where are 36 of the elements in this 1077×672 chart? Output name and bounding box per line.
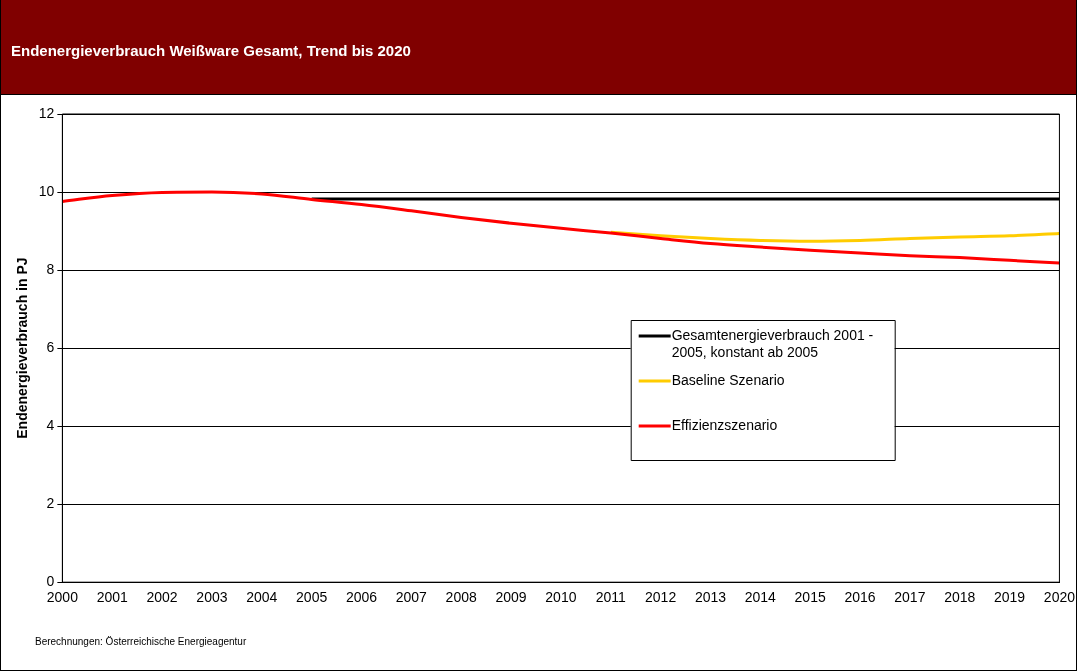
- y-tick-label: 12: [38, 104, 55, 121]
- x-tick-label: 2003: [196, 589, 228, 606]
- chart-title: Endenergieverbrauch Weißware Gesamt, Trend bis 2020: [11, 42, 411, 59]
- x-tick-label: 2005: [296, 589, 328, 606]
- legend-label: Effizienzszenario: [671, 416, 778, 433]
- text: Berechnungen: Österreichische Energieagentur: [35, 636, 247, 648]
- x-tick-label: 2014: [744, 589, 777, 606]
- x-tick-label: 2016: [844, 589, 876, 606]
- x-tick-label: 2019: [994, 589, 1026, 606]
- x-tick-label: 2012: [645, 589, 677, 606]
- legend-label: Gesamtenergieverbrauch 2001 - 2005, konstant ab 2005: [671, 326, 874, 360]
- x-tick-label: 2006: [345, 589, 378, 606]
- y-tick-label: 6: [46, 338, 55, 355]
- x-tick-label: 2007: [395, 589, 428, 606]
- x-tick-label: 2013: [694, 589, 727, 606]
- y-tick-label: 8: [46, 260, 55, 277]
- x-tick-label: 2020: [1043, 589, 1076, 606]
- y-tick-label: 4: [46, 416, 55, 433]
- y-axis-title: Endenergieverbrauch in PJ: [14, 257, 31, 439]
- line-series: [60, 190, 1061, 265]
- y-tick-label: 2: [46, 495, 55, 512]
- legend-label: Baseline Szenario: [671, 371, 785, 388]
- x-tick-label: 2004: [246, 589, 278, 606]
- x-tick-label: 2011: [595, 589, 627, 606]
- y-tick-label: 10: [38, 182, 55, 199]
- x-tick-label: 2010: [545, 589, 577, 606]
- x-tick-label: 2015: [794, 589, 826, 606]
- x-tick-label: 2008: [445, 589, 477, 606]
- x-tick-label: 2000: [46, 589, 79, 606]
- x-tick-label: 2009: [495, 589, 527, 606]
- x-tick-label: 2002: [146, 589, 178, 606]
- x-tick-label: 2017: [894, 589, 926, 606]
- x-tick-label: 2001: [96, 589, 129, 606]
- x-tick-label: 2018: [944, 589, 976, 606]
- y-tick-label: 0: [46, 573, 55, 590]
- line-series: [609, 230, 1061, 243]
